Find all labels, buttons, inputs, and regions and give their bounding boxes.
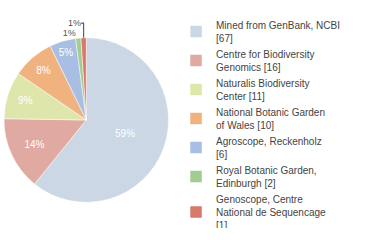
svg-text:Mined from GenBank, NCBI[67]: Mined from GenBank, NCBI[67]	[216, 20, 340, 44]
svg-text:1%: 1%	[68, 18, 81, 28]
svg-text:5%: 5%	[59, 47, 74, 58]
svg-text:Centre for BiodiversityGenomic: Centre for BiodiversityGenomics [16]	[216, 49, 314, 73]
svg-text:Naturalis BiodiversityCenter [: Naturalis BiodiversityCenter [11]	[216, 78, 309, 102]
svg-text:9%: 9%	[18, 95, 33, 106]
svg-text:National Botanic Gardenof Wale: National Botanic Gardenof Wales [10]	[216, 107, 325, 131]
svg-text:Royal Botanic Garden,Edinburgh: Royal Botanic Garden,Edinburgh [2]	[216, 165, 317, 189]
svg-text:8%: 8%	[36, 65, 51, 76]
svg-text:Agroscope, Reckenholz[6]: Agroscope, Reckenholz[6]	[216, 136, 322, 160]
svg-text:1%: 1%	[63, 28, 76, 38]
svg-text:14%: 14%	[24, 139, 44, 150]
svg-text:59%: 59%	[115, 128, 135, 139]
svg-text:Genoscope, CentreNational de S: Genoscope, CentreNational de Sequencage[…	[216, 194, 326, 228]
